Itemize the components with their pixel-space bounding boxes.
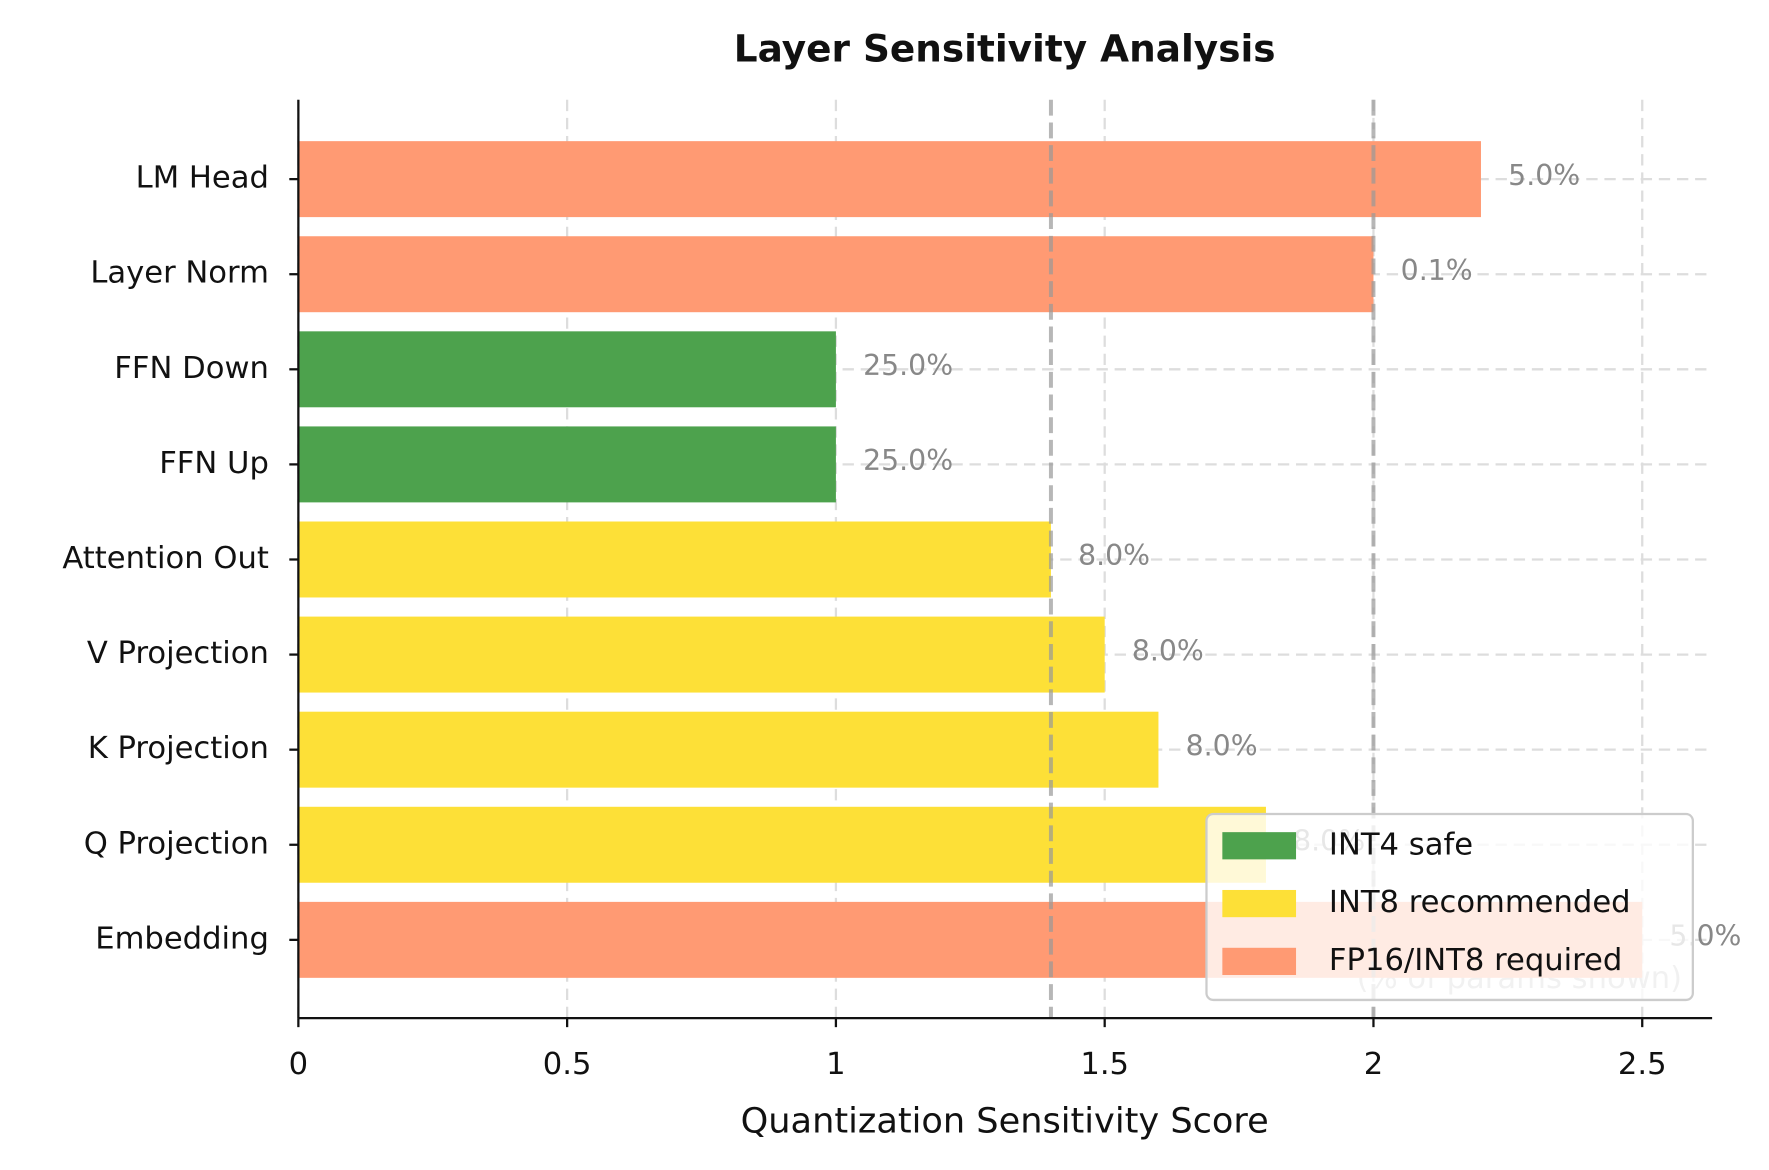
x-tick-label: 0 xyxy=(289,1047,308,1082)
y-tick-label: FFN Down xyxy=(114,351,269,386)
legend-swatch xyxy=(1222,947,1297,975)
bar xyxy=(298,141,1481,218)
y-tick-label: LM Head xyxy=(136,161,269,196)
bar-label: 8.0% xyxy=(1132,634,1204,667)
legend-swatch xyxy=(1222,889,1297,918)
y-tick-label: Attention Out xyxy=(62,541,269,576)
bar xyxy=(298,616,1105,693)
bar-label: 25.0% xyxy=(863,444,953,477)
x-tick-label: 2.5 xyxy=(1618,1047,1667,1082)
bar xyxy=(298,236,1374,313)
x-tick-label: 1 xyxy=(826,1047,845,1082)
bar xyxy=(298,806,1266,883)
chart-title: Layer Sensitivity Analysis xyxy=(734,27,1276,71)
x-tick-label: 2 xyxy=(1364,1047,1383,1082)
bar xyxy=(298,521,1051,598)
bar-label: 5.0% xyxy=(1508,159,1580,192)
bar-label: 0.1% xyxy=(1401,254,1473,287)
bar-label: 8.0% xyxy=(1078,539,1150,572)
legend-label: FP16/INT8 required xyxy=(1329,943,1622,978)
x-tick-label: 0.5 xyxy=(543,1047,592,1082)
y-tick-label: V Projection xyxy=(87,636,269,671)
bar xyxy=(298,711,1159,788)
legend-label: INT4 safe xyxy=(1329,827,1473,862)
y-tick-label: Q Projection xyxy=(84,826,269,861)
y-tick-label: Embedding xyxy=(95,921,269,956)
x-tick-label: 1.5 xyxy=(1080,1047,1129,1082)
bar-label: 8.0% xyxy=(1186,729,1258,762)
y-tick-label: FFN Up xyxy=(159,446,269,481)
y-tick-label: Layer Norm xyxy=(90,256,269,291)
bar xyxy=(298,331,836,408)
bar-label: 25.0% xyxy=(863,349,953,382)
bar xyxy=(298,426,836,503)
legend-swatch xyxy=(1222,832,1297,860)
x-axis-label: Quantization Sensitivity Score xyxy=(741,1100,1269,1141)
legend-box xyxy=(1205,812,1694,1002)
y-tick-label: K Projection xyxy=(88,731,269,766)
legend-label: INT8 recommended xyxy=(1329,885,1631,920)
